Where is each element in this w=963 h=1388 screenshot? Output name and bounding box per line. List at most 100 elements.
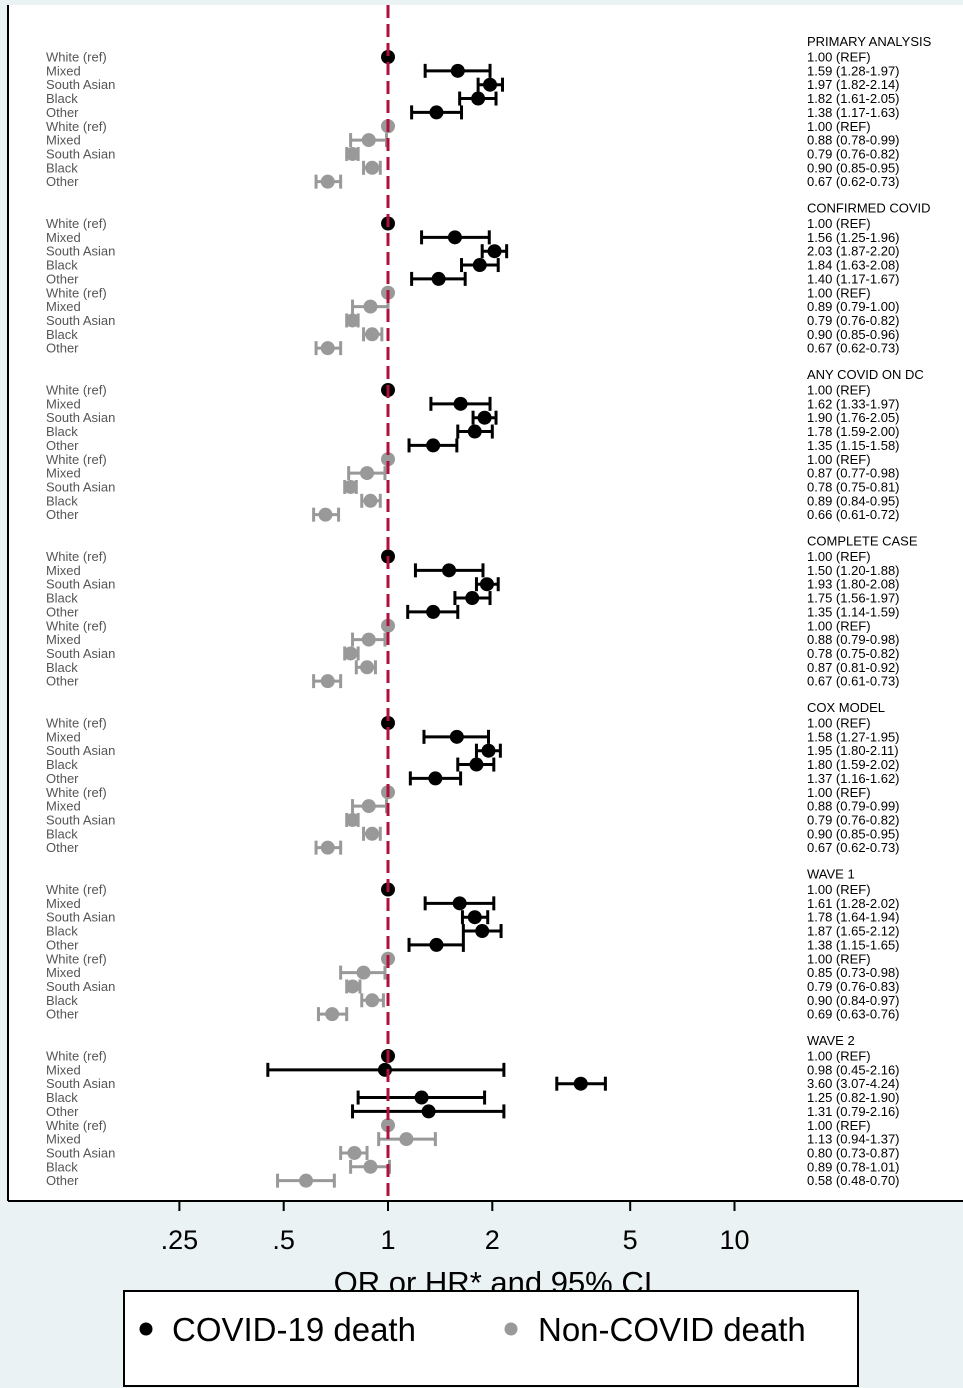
row-label: Mixed [46,466,81,481]
estimate-text: 1.00 (REF) [807,50,871,65]
row-label: Other [46,438,79,453]
estimate-text: 1.37 (1.16-1.62) [807,771,900,786]
estimate-text: 1.82 (1.61-2.05) [807,91,900,106]
estimate-text: 0.89 (0.84-0.95) [807,493,900,508]
estimate-point [479,577,494,592]
estimate-text: 1.84 (1.63-2.08) [807,258,900,273]
row-label: Mixed [46,799,81,814]
estimate-point [426,438,441,453]
estimate-text: 1.00 (REF) [807,119,871,134]
estimate-point [399,1132,414,1147]
estimate-text: 1.95 (1.80-2.11) [807,743,899,758]
row-label: Mixed [46,965,81,980]
estimate-text: 1.00 (REF) [807,882,871,897]
estimate-point [450,63,465,78]
panel-title: WAVE 1 [807,867,855,882]
row-label: South Asian [46,812,115,827]
panel-6: WAVE 2 White (ref) 1.00 (REF) Mixed 0.98 (0.… [46,1033,900,1188]
estimate-text: 1.00 (REF) [807,383,871,398]
estimate-text: 0.78 (0.75-0.82) [807,646,900,661]
estimate-point [365,826,380,841]
estimate-text: 1.56 (1.25-1.96) [807,230,900,245]
row-label: Mixed [46,133,81,148]
row-label: South Asian [46,77,115,92]
estimate-point [363,493,378,508]
panel-0: PRIMARY ANALYSIS White (ref) 1.00 (REF) Mix… [46,34,932,189]
estimate-text: 0.79 (0.76-0.82) [807,313,900,328]
estimate-text: 1.87 (1.65-2.12) [807,924,900,939]
row-label: Other [46,1007,79,1022]
row-label: Mixed [46,1062,81,1077]
estimate-point [347,1145,362,1160]
row-label: Other [46,674,79,689]
estimate-point [360,466,375,481]
row-label: Other [46,604,79,619]
x-axis-ticks: .25 .5 1 2 5 10 [161,1201,750,1255]
row-label: White (ref) [46,383,107,398]
estimate-point [414,1090,429,1105]
legend-marker-noncovid [504,1322,518,1336]
estimate-point [345,979,360,994]
estimate-text: 0.87 (0.81-0.92) [807,660,900,675]
estimate-point [472,258,487,273]
estimate-text: 1.25 (0.82-1.90) [807,1090,900,1105]
estimate-point [429,105,444,120]
estimate-point [429,937,444,952]
estimate-text: 0.88 (0.78-0.99) [807,133,900,148]
estimate-point [453,396,468,411]
estimate-point [452,896,467,911]
row-label: Black [46,1090,78,1105]
panel-title: WAVE 2 [807,1033,855,1048]
estimate-text: 1.00 (REF) [807,785,871,800]
estimate-text: 0.87 (0.77-0.98) [807,466,900,481]
row-label: White (ref) [46,716,107,731]
estimate-point [343,479,358,494]
estimate-point [318,507,333,522]
estimate-point [381,50,395,64]
row-label: White (ref) [46,50,107,65]
estimate-point [465,591,480,606]
estimate-point [467,910,482,925]
row-label: South Asian [46,479,115,494]
row-label: White (ref) [46,216,107,231]
estimate-point [573,1076,588,1091]
estimate-text: 1.00 (REF) [807,1049,871,1064]
panels-layer: PRIMARY ANALYSIS White (ref) 1.00 (REF) Mix… [46,34,932,1188]
estimate-point [320,341,335,356]
estimate-text: 1.97 (1.82-2.14) [807,77,900,92]
row-label: South Asian [46,910,115,925]
estimate-text: 0.67 (0.61-0.73) [807,674,900,689]
row-label: White (ref) [46,951,107,966]
x-tick-label: 1 [380,1225,395,1255]
estimate-text: 0.90 (0.85-0.96) [807,327,900,342]
estimate-text: 0.98 (0.45-2.16) [807,1062,900,1077]
estimate-text: 1.00 (REF) [807,716,871,731]
estimate-point [428,771,443,786]
legend: COVID-19 death Non-COVID death [123,1290,859,1387]
estimate-point [361,133,376,148]
estimate-text: 0.67 (0.62-0.73) [807,341,900,356]
panel-title: COX MODEL [807,700,885,715]
panel-title: ANY COVID ON DC [807,367,924,382]
estimate-point [363,1159,378,1174]
estimate-text: 1.35 (1.14-1.59) [807,604,900,619]
estimate-point [426,604,441,619]
estimate-point [320,174,335,189]
estimate-text: 1.00 (REF) [807,285,871,300]
row-label: Mixed [46,396,81,411]
estimate-text: 0.67 (0.62-0.73) [807,840,900,855]
estimate-point [356,965,371,980]
row-label: South Asian [46,1076,115,1091]
estimate-point [467,424,482,439]
row-label: Black [46,327,78,342]
row-label: Other [46,271,79,286]
row-label: Other [46,174,79,189]
estimate-text: 1.35 (1.15-1.58) [807,438,900,453]
row-label: White (ref) [46,1118,107,1133]
legend-label-noncovid: Non-COVID death [538,1311,806,1348]
estimate-text: 1.80 (1.59-2.02) [807,757,900,772]
estimate-text: 0.79 (0.76-0.82) [807,812,900,827]
estimate-point [471,91,486,106]
x-tick-label: .5 [272,1225,295,1255]
